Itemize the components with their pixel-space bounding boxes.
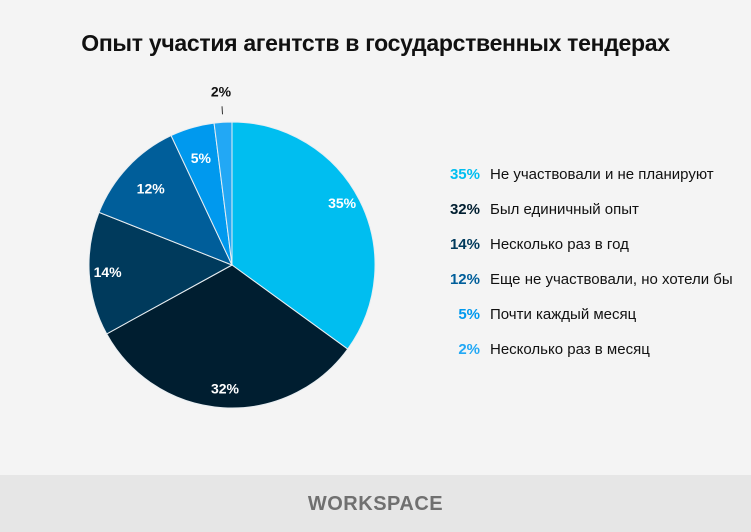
pie-slice <box>106 264 349 409</box>
legend-label: Был единичный опыт <box>490 201 639 218</box>
slice-label: 14% <box>94 264 123 280</box>
chart-title: Опыт участия агентств в государственных … <box>81 30 670 56</box>
slice-label: 32% <box>211 381 240 397</box>
legend-percent: 2% <box>458 341 480 358</box>
slice-label: 35% <box>328 195 357 211</box>
pie-chart: 35% 32% 14% 12% 5% 2% <box>88 83 376 409</box>
slice-label: 2% <box>211 83 232 99</box>
legend-percent: 14% <box>449 236 480 253</box>
pie-slice <box>88 211 234 335</box>
legend-label: Несколько раз в год <box>490 236 629 253</box>
pie-slice <box>213 121 233 266</box>
legend-label: Еще не участвовали, но хотели бы <box>490 271 733 288</box>
slice-label: 5% <box>191 150 212 166</box>
legend-item: 35% Не участвовали и не планируют <box>430 166 733 201</box>
legend-percent: 12% <box>449 271 480 288</box>
pie-slice <box>231 121 376 350</box>
legend-item: 14% Несколько раз в год <box>430 236 733 271</box>
pie-slice <box>98 134 233 266</box>
legend-item: 32% Был единичный опыт <box>430 201 733 236</box>
legend-percent: 35% <box>449 166 480 183</box>
legend-percent: 5% <box>458 306 480 323</box>
legend-label: Почти каждый месяц <box>490 306 637 323</box>
slice-label: 12% <box>137 181 166 197</box>
legend-item: 2% Несколько раз в месяц <box>430 341 733 376</box>
legend-item: 12% Еще не участвовали, но хотели бы <box>430 271 733 306</box>
legend-percent: 32% <box>449 201 480 218</box>
footer: WORKSPACE <box>0 475 751 532</box>
workspace-logo: WORKSPACE <box>307 493 444 515</box>
leader-line <box>221 106 224 115</box>
legend-item: 5% Почти каждый месяц <box>430 306 733 341</box>
legend-label: Несколько раз в месяц <box>490 341 650 358</box>
legend-label: Не участвовали и не планируют <box>490 166 714 183</box>
legend: 35% Не участвовали и не планируют 32% Был е… <box>430 166 733 376</box>
